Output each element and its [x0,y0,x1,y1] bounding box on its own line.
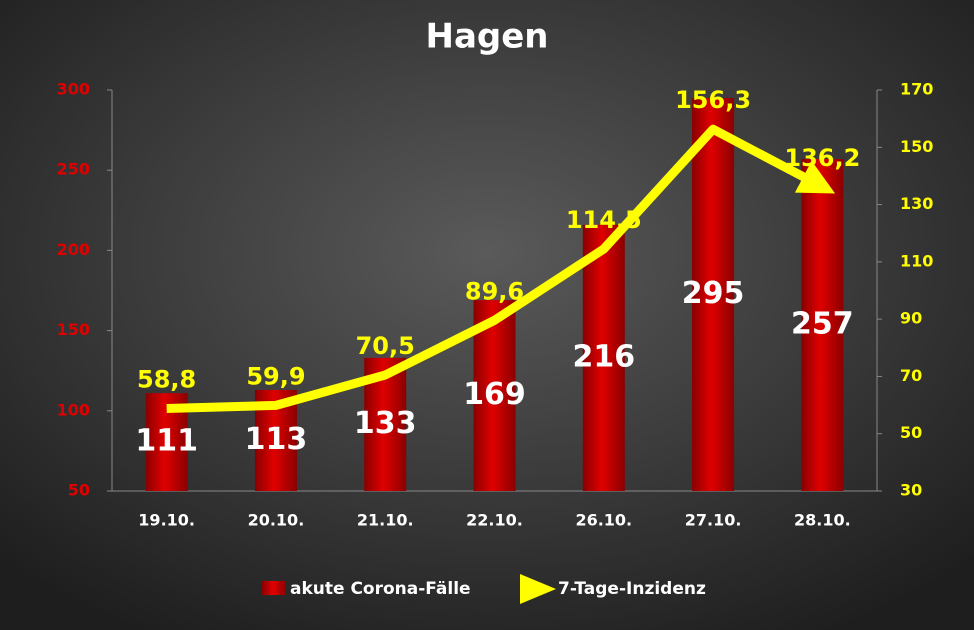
x-tick-label: 28.10. [794,511,851,530]
y2-tick-label: 90 [900,309,922,328]
y-tick-label: 250 [57,160,90,179]
y2-tick-label: 70 [900,366,922,385]
line-value-label: 156,3 [675,86,751,114]
y2-tick-label: 30 [900,481,922,500]
bar [692,98,735,492]
y2-tick-label: 130 [900,194,933,213]
bar-value-label: 111 [135,424,198,459]
bar [582,224,625,491]
bar-value-label: 133 [354,406,417,441]
x-tick-label: 19.10. [138,511,195,530]
y2-tick-label: 170 [900,80,933,99]
bar [801,158,844,492]
y-tick-label: 150 [57,320,90,339]
y-tick-label: 50 [68,481,90,500]
line-value-label: 89,6 [465,277,524,305]
y-tick-label: 200 [57,240,90,259]
x-tick-label: 21.10. [357,511,414,530]
line [166,124,836,414]
x-tick-label: 27.10. [685,511,742,530]
bar-value-label: 257 [791,306,854,341]
y2-tick-label: 50 [900,423,922,442]
bar-value-label: 295 [682,276,745,311]
bar-value-label: 216 [572,339,635,374]
x-tick-label: 26.10. [575,511,632,530]
line-value-label: 70,5 [356,332,415,360]
legend-swatch [520,574,556,604]
y2-tick-label: 110 [900,251,933,270]
line-value-label: 114,5 [566,206,642,234]
x-tick-label: 22.10. [466,511,523,530]
y2-tick-label: 150 [900,137,933,156]
legend-label: akute Corona-Fälle [290,579,471,599]
bar-value-label: 113 [245,422,308,457]
chart-title: Hagen [425,17,548,57]
line-value-label: 58,8 [137,366,196,394]
legend-label: 7-Tage-Inzidenz [558,579,706,599]
y-tick-label: 100 [57,400,90,419]
legend-swatch [262,581,286,595]
y-tick-label: 300 [57,80,90,99]
line-value-label: 59,9 [246,362,305,390]
line-value-label: 136,2 [784,144,860,172]
x-tick-label: 20.10. [248,511,305,530]
bar-value-label: 169 [463,377,526,412]
